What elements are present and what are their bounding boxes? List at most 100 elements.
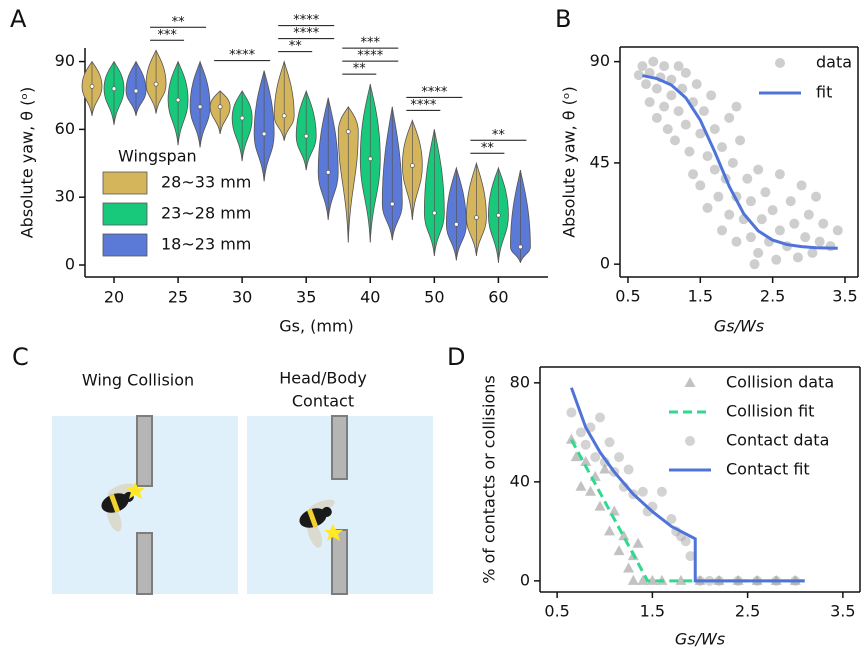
wall <box>136 415 153 487</box>
median <box>261 131 267 137</box>
circle-marker <box>727 157 738 168</box>
y-tick-label: 90 <box>590 51 610 70</box>
legend-label: Contact fit <box>726 460 810 479</box>
circle-marker <box>669 135 680 146</box>
circle-marker <box>753 164 764 175</box>
triangle-marker <box>580 456 592 467</box>
significance-label: **** <box>229 48 256 63</box>
circle-marker <box>800 232 811 243</box>
legend-swatch <box>102 233 148 257</box>
impact <box>324 524 343 541</box>
y-tick-label: 0 <box>65 255 75 274</box>
median <box>89 84 95 89</box>
legend-label: 23~28 mm <box>161 204 251 223</box>
circle-marker <box>702 151 713 162</box>
panel-label: D <box>447 343 465 371</box>
circle-marker <box>735 135 746 146</box>
triangle-marker <box>565 433 577 444</box>
circle-marker <box>695 180 706 191</box>
median <box>518 244 523 250</box>
circle-marker <box>717 142 727 153</box>
circle-marker <box>742 173 753 184</box>
triangle-marker <box>618 530 630 541</box>
triangle-marker <box>632 537 644 548</box>
median <box>474 215 479 220</box>
x-tick-label: 60 <box>488 288 508 307</box>
circle-marker <box>702 202 713 213</box>
median <box>153 81 159 87</box>
circle-marker <box>807 247 818 258</box>
circle-marker <box>641 79 652 90</box>
x-tick-label: 2.5 <box>735 602 760 621</box>
median <box>303 133 309 139</box>
circle-marker <box>580 439 591 450</box>
circle-marker <box>832 225 843 236</box>
legend-label: Collision fit <box>726 402 814 421</box>
circle-marker <box>731 101 742 112</box>
circle-marker <box>709 124 720 135</box>
circle-marker <box>614 452 625 463</box>
x-axis-label: Gs/Ws <box>714 317 764 336</box>
legend-swatch <box>102 202 148 226</box>
legend-item: fit <box>759 83 832 102</box>
circle-marker <box>637 486 648 497</box>
illustration <box>52 415 433 595</box>
circle-marker <box>685 436 695 446</box>
fit-line <box>570 439 805 583</box>
circle-marker <box>633 70 644 81</box>
median <box>217 104 223 110</box>
x-tick-label: 0.5 <box>615 287 640 306</box>
significance-label: ** <box>353 62 367 77</box>
triangle-marker <box>613 545 625 556</box>
legend-label: Contact data <box>726 431 829 450</box>
x-tick-label: 1.5 <box>640 602 665 621</box>
circle-marker <box>637 61 648 72</box>
circle-marker <box>673 61 684 72</box>
circle-marker <box>662 124 673 135</box>
circle-marker <box>717 225 727 236</box>
median <box>345 129 351 134</box>
circle-marker <box>767 205 778 216</box>
circle-marker <box>659 101 670 112</box>
legend-label: 28~33 mm <box>161 173 251 192</box>
circle-marker <box>731 236 742 247</box>
circle-marker <box>709 164 720 175</box>
x-tick-label: 3.5 <box>830 602 855 621</box>
circle-marker <box>749 259 760 270</box>
y-axis-label: Absolute yaw, θ (ᵒ) <box>560 86 579 238</box>
bee <box>299 499 335 548</box>
circle-marker <box>651 83 662 94</box>
panel-label: B <box>555 5 571 33</box>
circle-marker <box>566 407 577 418</box>
circle-marker <box>680 536 691 547</box>
significance-label: **** <box>357 49 384 64</box>
significance-label: ** <box>481 141 495 156</box>
wall <box>331 415 348 480</box>
caption: Contact <box>292 392 354 411</box>
panel-label: A <box>10 5 27 33</box>
x-tick-label: 40 <box>360 288 380 307</box>
significance-label: *** <box>157 28 177 43</box>
significance-label: **** <box>293 13 320 28</box>
circle-marker <box>753 247 764 258</box>
x-tick-label: 50 <box>424 288 444 307</box>
circle-marker <box>724 112 735 123</box>
x-tick-label: 30 <box>232 288 252 307</box>
significance-label: ** <box>172 15 186 30</box>
triangle-marker <box>684 377 696 387</box>
fit-line <box>642 74 838 250</box>
median <box>133 88 139 94</box>
significance-label: **** <box>293 26 320 41</box>
circle-marker <box>774 169 785 180</box>
circle-marker <box>771 254 782 265</box>
median <box>111 86 117 92</box>
circle-marker <box>623 464 634 475</box>
legend-item: Contact fit <box>669 460 810 479</box>
y-tick-label: 45 <box>590 152 610 171</box>
circle-marker <box>666 74 677 85</box>
circle-marker <box>648 56 659 67</box>
circle-marker <box>590 452 601 463</box>
circle-marker <box>659 61 670 72</box>
